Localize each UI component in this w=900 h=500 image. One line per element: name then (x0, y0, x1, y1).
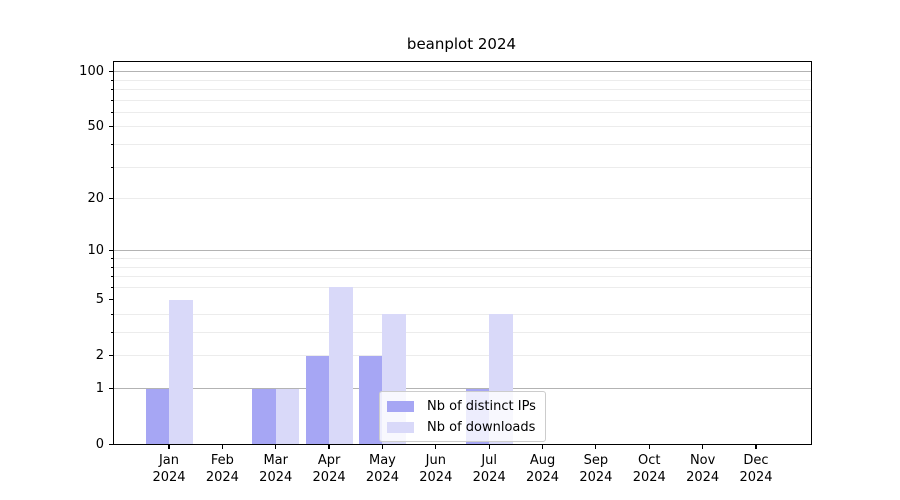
bar-apr-distinct-ips (305, 355, 330, 444)
y-minor-tick-mark (111, 99, 114, 101)
gridline-minor (114, 144, 811, 146)
x-tick-mark (541, 444, 544, 449)
y-tick-mark (109, 443, 114, 446)
x-tick-mark (702, 444, 704, 449)
x-tick-mark (221, 444, 223, 449)
legend-label: Nb of downloads (427, 419, 536, 435)
gridline-minor (114, 313, 811, 315)
gridline-minor (114, 355, 811, 357)
gridline-minor (114, 332, 811, 334)
x-axis-tick-label: Jun 2024 (419, 453, 453, 485)
x-tick-mark (755, 444, 757, 449)
x-axis-tick-label: Sep 2024 (579, 453, 613, 485)
x-axis-tick-label: Mar 2024 (259, 453, 293, 485)
gridline-minor (114, 126, 811, 128)
gridline-minor (114, 258, 811, 259)
bar-jan-downloads (169, 299, 193, 444)
y-minor-tick-mark (111, 258, 114, 260)
x-tick-mark (381, 444, 384, 449)
x-axis-tick-label: Oct 2024 (632, 453, 666, 485)
y-minor-tick-mark (111, 111, 114, 114)
x-tick-mark (435, 444, 437, 449)
y-minor-tick-mark (111, 144, 114, 146)
y-axis-tick-label: 100 (79, 63, 104, 79)
y-tick-mark (109, 250, 114, 252)
y-minor-tick-mark (111, 313, 114, 316)
bar-mar-distinct-ips (252, 388, 276, 444)
x-axis-tick-label: Jul 2024 (472, 453, 506, 485)
plot-area: 0 1 2 5 10 20 50 100 Jan 2024 Feb 2024 Mar 2024 Apr… (79, 61, 812, 485)
y-minor-tick-mark (111, 89, 114, 91)
x-axis-tick-label: Aug 2024 (525, 453, 560, 485)
x-axis-tick-label: Jan 2024 (152, 453, 186, 485)
legend-swatch (387, 400, 414, 412)
x-tick-mark (595, 444, 597, 449)
y-tick-mark (109, 355, 114, 357)
y-axis-tick-label: 1 (95, 380, 104, 396)
x-axis-tick-label: Apr 2024 (312, 453, 346, 485)
y-minor-tick-mark (111, 266, 114, 268)
gridline-minor (114, 79, 811, 81)
x-axis-tick-label: Nov 2024 (686, 453, 720, 485)
y-tick-mark (109, 299, 114, 301)
legend-label: Nb of distinct IPs (427, 398, 536, 414)
y-axis-tick-label: 50 (87, 118, 104, 134)
x-tick-mark (168, 444, 170, 449)
x-tick-mark (648, 444, 650, 449)
y-axis-tick-label: 20 (87, 190, 104, 206)
y-tick-mark (109, 197, 114, 200)
x-axis-tick-label: Feb 2024 (205, 453, 239, 485)
bar-mar-downloads (275, 388, 300, 444)
x-axis-tick-label: Dec 2024 (739, 453, 773, 485)
legend-entry: Nb of downloads (387, 418, 536, 436)
y-minor-tick-mark (111, 286, 114, 288)
gridline-minor (114, 99, 811, 101)
chart-title: beanplot 2024 (406, 35, 517, 53)
gridline-major (114, 388, 811, 389)
y-minor-tick-mark (111, 79, 114, 81)
y-tick-mark (109, 387, 114, 390)
x-tick-mark (328, 444, 330, 449)
gridline-minor (114, 266, 811, 268)
y-axis-tick-label: 0 (95, 436, 104, 452)
legend-swatch (387, 421, 414, 433)
bar-jan-distinct-ips (145, 388, 169, 444)
x-tick-mark (488, 444, 490, 449)
bar-may-distinct-ips (358, 355, 383, 444)
y-tick-mark (109, 126, 114, 128)
gridline-minor (114, 198, 811, 200)
gridline-minor (114, 111, 811, 113)
gridline-minor (114, 166, 811, 168)
gridline-minor (114, 286, 811, 288)
gridline-minor (114, 276, 811, 278)
gridline-major (114, 71, 811, 73)
y-axis-tick-label: 10 (87, 242, 104, 258)
y-axis-tick-label: 2 (95, 347, 104, 363)
y-tick-mark (109, 71, 114, 73)
legend-entry: Nb of distinct IPs (387, 397, 536, 415)
gridline-major (114, 250, 811, 252)
x-axis-tick-label: May 2024 (365, 453, 399, 485)
y-minor-tick-mark (111, 166, 114, 168)
y-minor-tick-mark (111, 332, 114, 334)
x-tick-mark (275, 444, 277, 449)
y-axis-tick-label: 5 (95, 291, 104, 307)
bar-apr-downloads (329, 287, 353, 444)
gridline-minor (114, 89, 811, 91)
legend: Nb of distinct IPs Nb of downloads (379, 391, 546, 442)
y-minor-tick-mark (111, 276, 114, 278)
